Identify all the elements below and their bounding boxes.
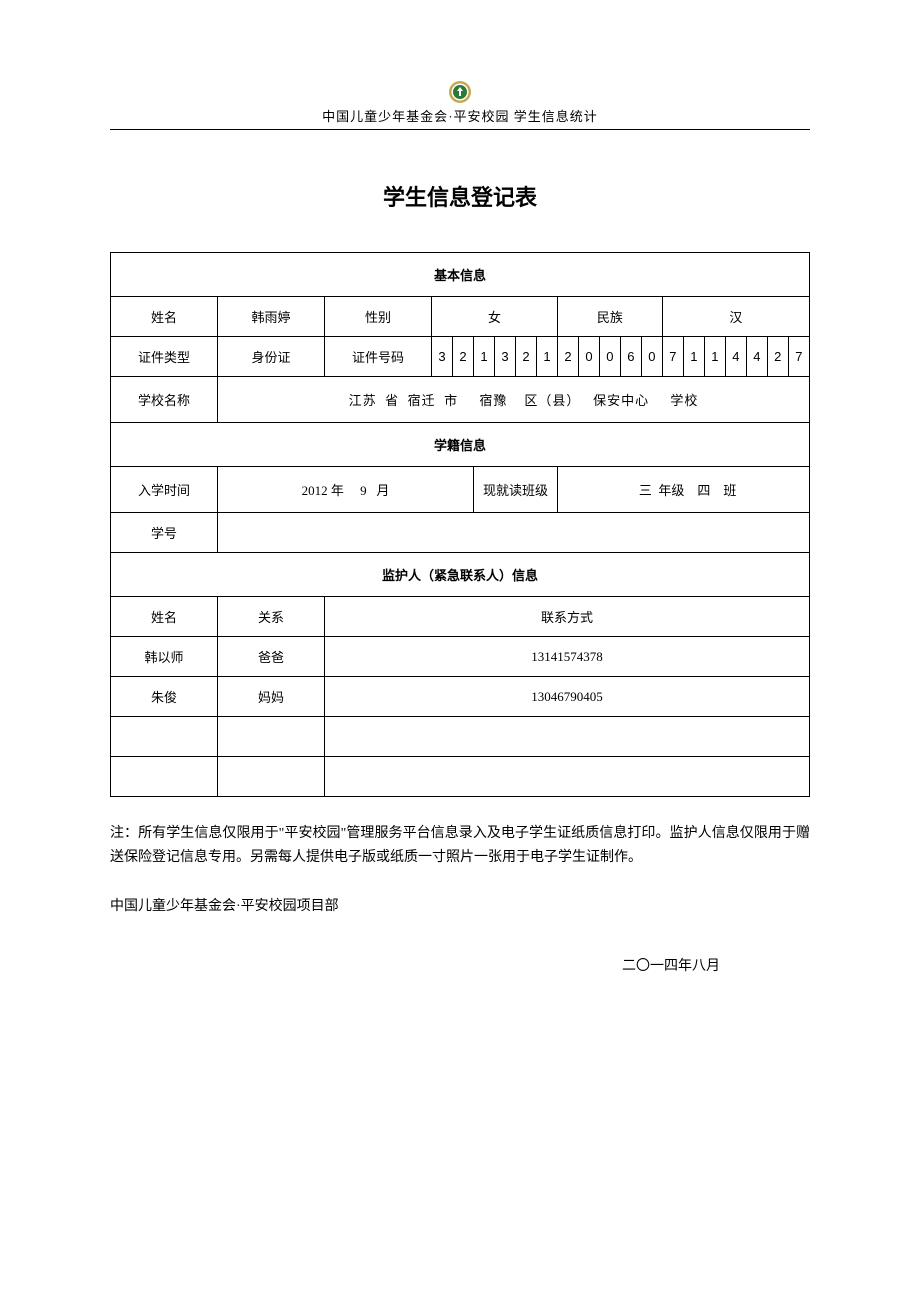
id-digit: 0 bbox=[599, 337, 620, 377]
label-enroll-time: 入学时间 bbox=[111, 467, 218, 513]
guardian-relation: 爸爸 bbox=[218, 637, 325, 677]
label-guardian-name: 姓名 bbox=[111, 597, 218, 637]
guardian-name bbox=[111, 717, 218, 757]
id-digit: 2 bbox=[453, 337, 474, 377]
row-student-no: 学号 bbox=[111, 513, 810, 553]
org-logo-icon bbox=[448, 80, 472, 104]
label-ethnicity: 民族 bbox=[557, 297, 662, 337]
class-suffix: 班 bbox=[723, 483, 736, 498]
id-digit: 4 bbox=[725, 337, 746, 377]
label-guardian-relation: 关系 bbox=[218, 597, 325, 637]
label-student-no: 学号 bbox=[111, 513, 218, 553]
enroll-year-suffix: 年 bbox=[331, 483, 344, 498]
guardian-contact: 13141574378 bbox=[325, 637, 810, 677]
guardian-contact: 13046790405 bbox=[325, 677, 810, 717]
header-text: 中国儿童少年基金会·平安校园 学生信息统计 bbox=[110, 106, 810, 125]
guardian-row bbox=[111, 757, 810, 797]
guardian-relation bbox=[218, 757, 325, 797]
row-id: 证件类型 身份证 证件号码 3 2 1 3 2 1 2 0 0 6 0 7 1 … bbox=[111, 337, 810, 377]
section-basic-header: 基本信息 bbox=[111, 253, 810, 297]
row-school-name: 学校名称 江苏 省 宿迁 市 宿豫 区（县） 保安中心 学校 bbox=[111, 377, 810, 423]
guardian-contact bbox=[325, 717, 810, 757]
header-subtitle: 学生信息统计 bbox=[514, 109, 598, 124]
school-city: 宿迁 bbox=[408, 393, 436, 408]
value-ethnicity: 汉 bbox=[662, 297, 809, 337]
value-student-no bbox=[218, 513, 810, 553]
value-name: 韩雨婷 bbox=[218, 297, 325, 337]
value-current-class: 三 年级 四 班 bbox=[557, 467, 809, 513]
grade-suffix: 年级 bbox=[658, 483, 684, 498]
class-value: 四 bbox=[697, 483, 710, 498]
guardian-contact bbox=[325, 757, 810, 797]
value-school-name: 江苏 省 宿迁 市 宿豫 区（县） 保安中心 学校 bbox=[218, 377, 810, 423]
page-header: 中国儿童少年基金会·平安校园 学生信息统计 bbox=[110, 80, 810, 130]
school-suffix: 学校 bbox=[670, 393, 698, 408]
school-province-suffix: 省 bbox=[385, 393, 399, 408]
date-line: 二〇一四年八月 bbox=[110, 955, 810, 975]
value-id-type: 身份证 bbox=[218, 337, 325, 377]
guardian-name: 韩以师 bbox=[111, 637, 218, 677]
school-province: 江苏 bbox=[349, 393, 377, 408]
label-name: 姓名 bbox=[111, 297, 218, 337]
school-district: 宿豫 bbox=[479, 393, 507, 408]
id-digit: 4 bbox=[746, 337, 767, 377]
guardian-row: 韩以师 爸爸 13141574378 bbox=[111, 637, 810, 677]
id-digit: 1 bbox=[704, 337, 725, 377]
id-digit: 0 bbox=[578, 337, 599, 377]
row-guardian-header: 姓名 关系 联系方式 bbox=[111, 597, 810, 637]
id-digit: 7 bbox=[788, 337, 809, 377]
label-current-class: 现就读班级 bbox=[474, 467, 558, 513]
enroll-month: 9 bbox=[360, 483, 367, 498]
header-project: 平安校园 bbox=[454, 109, 510, 124]
id-digit: 1 bbox=[683, 337, 704, 377]
guardian-name: 朱俊 bbox=[111, 677, 218, 717]
label-guardian-contact: 联系方式 bbox=[325, 597, 810, 637]
page-container: 中国儿童少年基金会·平安校园 学生信息统计 学生信息登记表 基本信息 姓名 韩雨… bbox=[0, 0, 920, 1035]
value-gender: 女 bbox=[432, 297, 558, 337]
value-enroll-time: 2012 年 9 月 bbox=[218, 467, 474, 513]
id-digit: 3 bbox=[495, 337, 516, 377]
id-digit: 6 bbox=[620, 337, 641, 377]
guardian-relation bbox=[218, 717, 325, 757]
school-district-suffix: 区（县） bbox=[524, 393, 580, 408]
notes-prefix: 注： bbox=[110, 826, 138, 841]
label-id-number: 证件号码 bbox=[325, 337, 432, 377]
label-school-name: 学校名称 bbox=[111, 377, 218, 423]
school-name-value: 保安中心 bbox=[593, 393, 649, 408]
notes-body: 所有学生信息仅限用于"平安校园"管理服务平台信息录入及电子学生证纸质信息打印。监… bbox=[110, 826, 810, 865]
id-digit: 3 bbox=[432, 337, 453, 377]
id-digit: 1 bbox=[536, 337, 557, 377]
signoff-line: 中国儿童少年基金会·平安校园项目部 bbox=[110, 895, 810, 915]
label-id-type: 证件类型 bbox=[111, 337, 218, 377]
section-guardian-header: 监护人（紧急联系人）信息 bbox=[111, 553, 810, 597]
section-school-status-header: 学籍信息 bbox=[111, 423, 810, 467]
header-org: 中国儿童少年基金会 bbox=[322, 109, 448, 124]
enroll-year: 2012 bbox=[302, 483, 328, 498]
label-gender: 性别 bbox=[325, 297, 432, 337]
grade-value: 三 bbox=[639, 483, 652, 498]
guardian-name bbox=[111, 757, 218, 797]
id-digit: 2 bbox=[557, 337, 578, 377]
row-name-gender: 姓名 韩雨婷 性别 女 民族 汉 bbox=[111, 297, 810, 337]
page-title: 学生信息登记表 bbox=[110, 180, 810, 212]
id-digit: 2 bbox=[767, 337, 788, 377]
school-city-suffix: 市 bbox=[444, 393, 458, 408]
registration-table: 基本信息 姓名 韩雨婷 性别 女 民族 汉 证件类型 身份证 证件号码 3 2 … bbox=[110, 252, 810, 797]
id-digit: 7 bbox=[662, 337, 683, 377]
guardian-row: 朱俊 妈妈 13046790405 bbox=[111, 677, 810, 717]
id-digit: 0 bbox=[641, 337, 662, 377]
guardian-row bbox=[111, 717, 810, 757]
notes-block: 注：所有学生信息仅限用于"平安校园"管理服务平台信息录入及电子学生证纸质信息打印… bbox=[110, 822, 810, 870]
row-enrollment: 入学时间 2012 年 9 月 现就读班级 三 年级 四 班 bbox=[111, 467, 810, 513]
guardian-relation: 妈妈 bbox=[218, 677, 325, 717]
id-digit: 1 bbox=[474, 337, 495, 377]
enroll-month-suffix: 月 bbox=[376, 483, 389, 498]
id-digit: 2 bbox=[515, 337, 536, 377]
